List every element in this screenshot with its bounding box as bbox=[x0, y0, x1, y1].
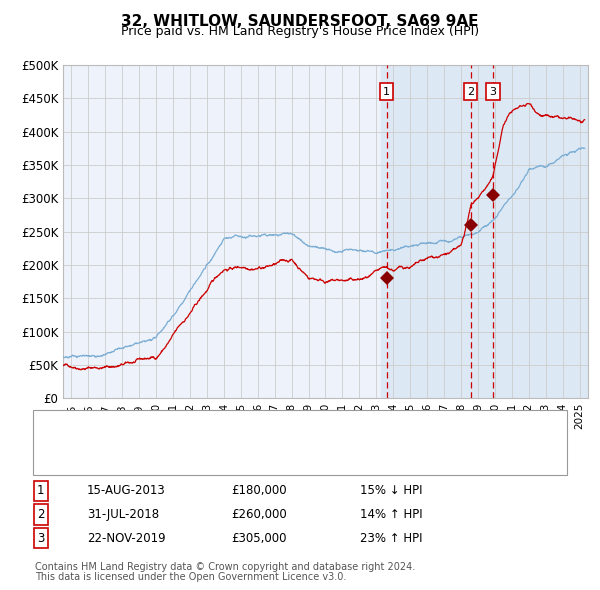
Text: 22-NOV-2019: 22-NOV-2019 bbox=[87, 532, 166, 545]
Text: This data is licensed under the Open Government Licence v3.0.: This data is licensed under the Open Gov… bbox=[35, 572, 346, 582]
Text: 2: 2 bbox=[37, 508, 44, 521]
Bar bbox=[382, 65, 600, 398]
Text: 14% ↑ HPI: 14% ↑ HPI bbox=[360, 508, 422, 521]
Text: 2: 2 bbox=[467, 87, 475, 97]
Text: £180,000: £180,000 bbox=[231, 484, 287, 497]
Text: £305,000: £305,000 bbox=[231, 532, 287, 545]
Text: Price paid vs. HM Land Registry's House Price Index (HPI): Price paid vs. HM Land Registry's House … bbox=[121, 25, 479, 38]
Text: HPI: Average price, detached house, Pembrokeshire: HPI: Average price, detached house, Pemb… bbox=[84, 452, 373, 462]
Text: 3: 3 bbox=[37, 532, 44, 545]
Text: 32, WHITLOW, SAUNDERSFOOT, SA69 9AE (detached house): 32, WHITLOW, SAUNDERSFOOT, SA69 9AE (det… bbox=[84, 423, 423, 433]
Text: 1: 1 bbox=[37, 484, 44, 497]
Text: 31-JUL-2018: 31-JUL-2018 bbox=[87, 508, 159, 521]
Text: 32, WHITLOW, SAUNDERSFOOT, SA69 9AE: 32, WHITLOW, SAUNDERSFOOT, SA69 9AE bbox=[121, 14, 479, 28]
Text: £260,000: £260,000 bbox=[231, 508, 287, 521]
Text: 23% ↑ HPI: 23% ↑ HPI bbox=[360, 532, 422, 545]
Text: 1: 1 bbox=[383, 87, 391, 97]
Text: 15-AUG-2013: 15-AUG-2013 bbox=[87, 484, 166, 497]
Text: 3: 3 bbox=[490, 87, 496, 97]
Text: 15% ↓ HPI: 15% ↓ HPI bbox=[360, 484, 422, 497]
Text: Contains HM Land Registry data © Crown copyright and database right 2024.: Contains HM Land Registry data © Crown c… bbox=[35, 562, 415, 572]
